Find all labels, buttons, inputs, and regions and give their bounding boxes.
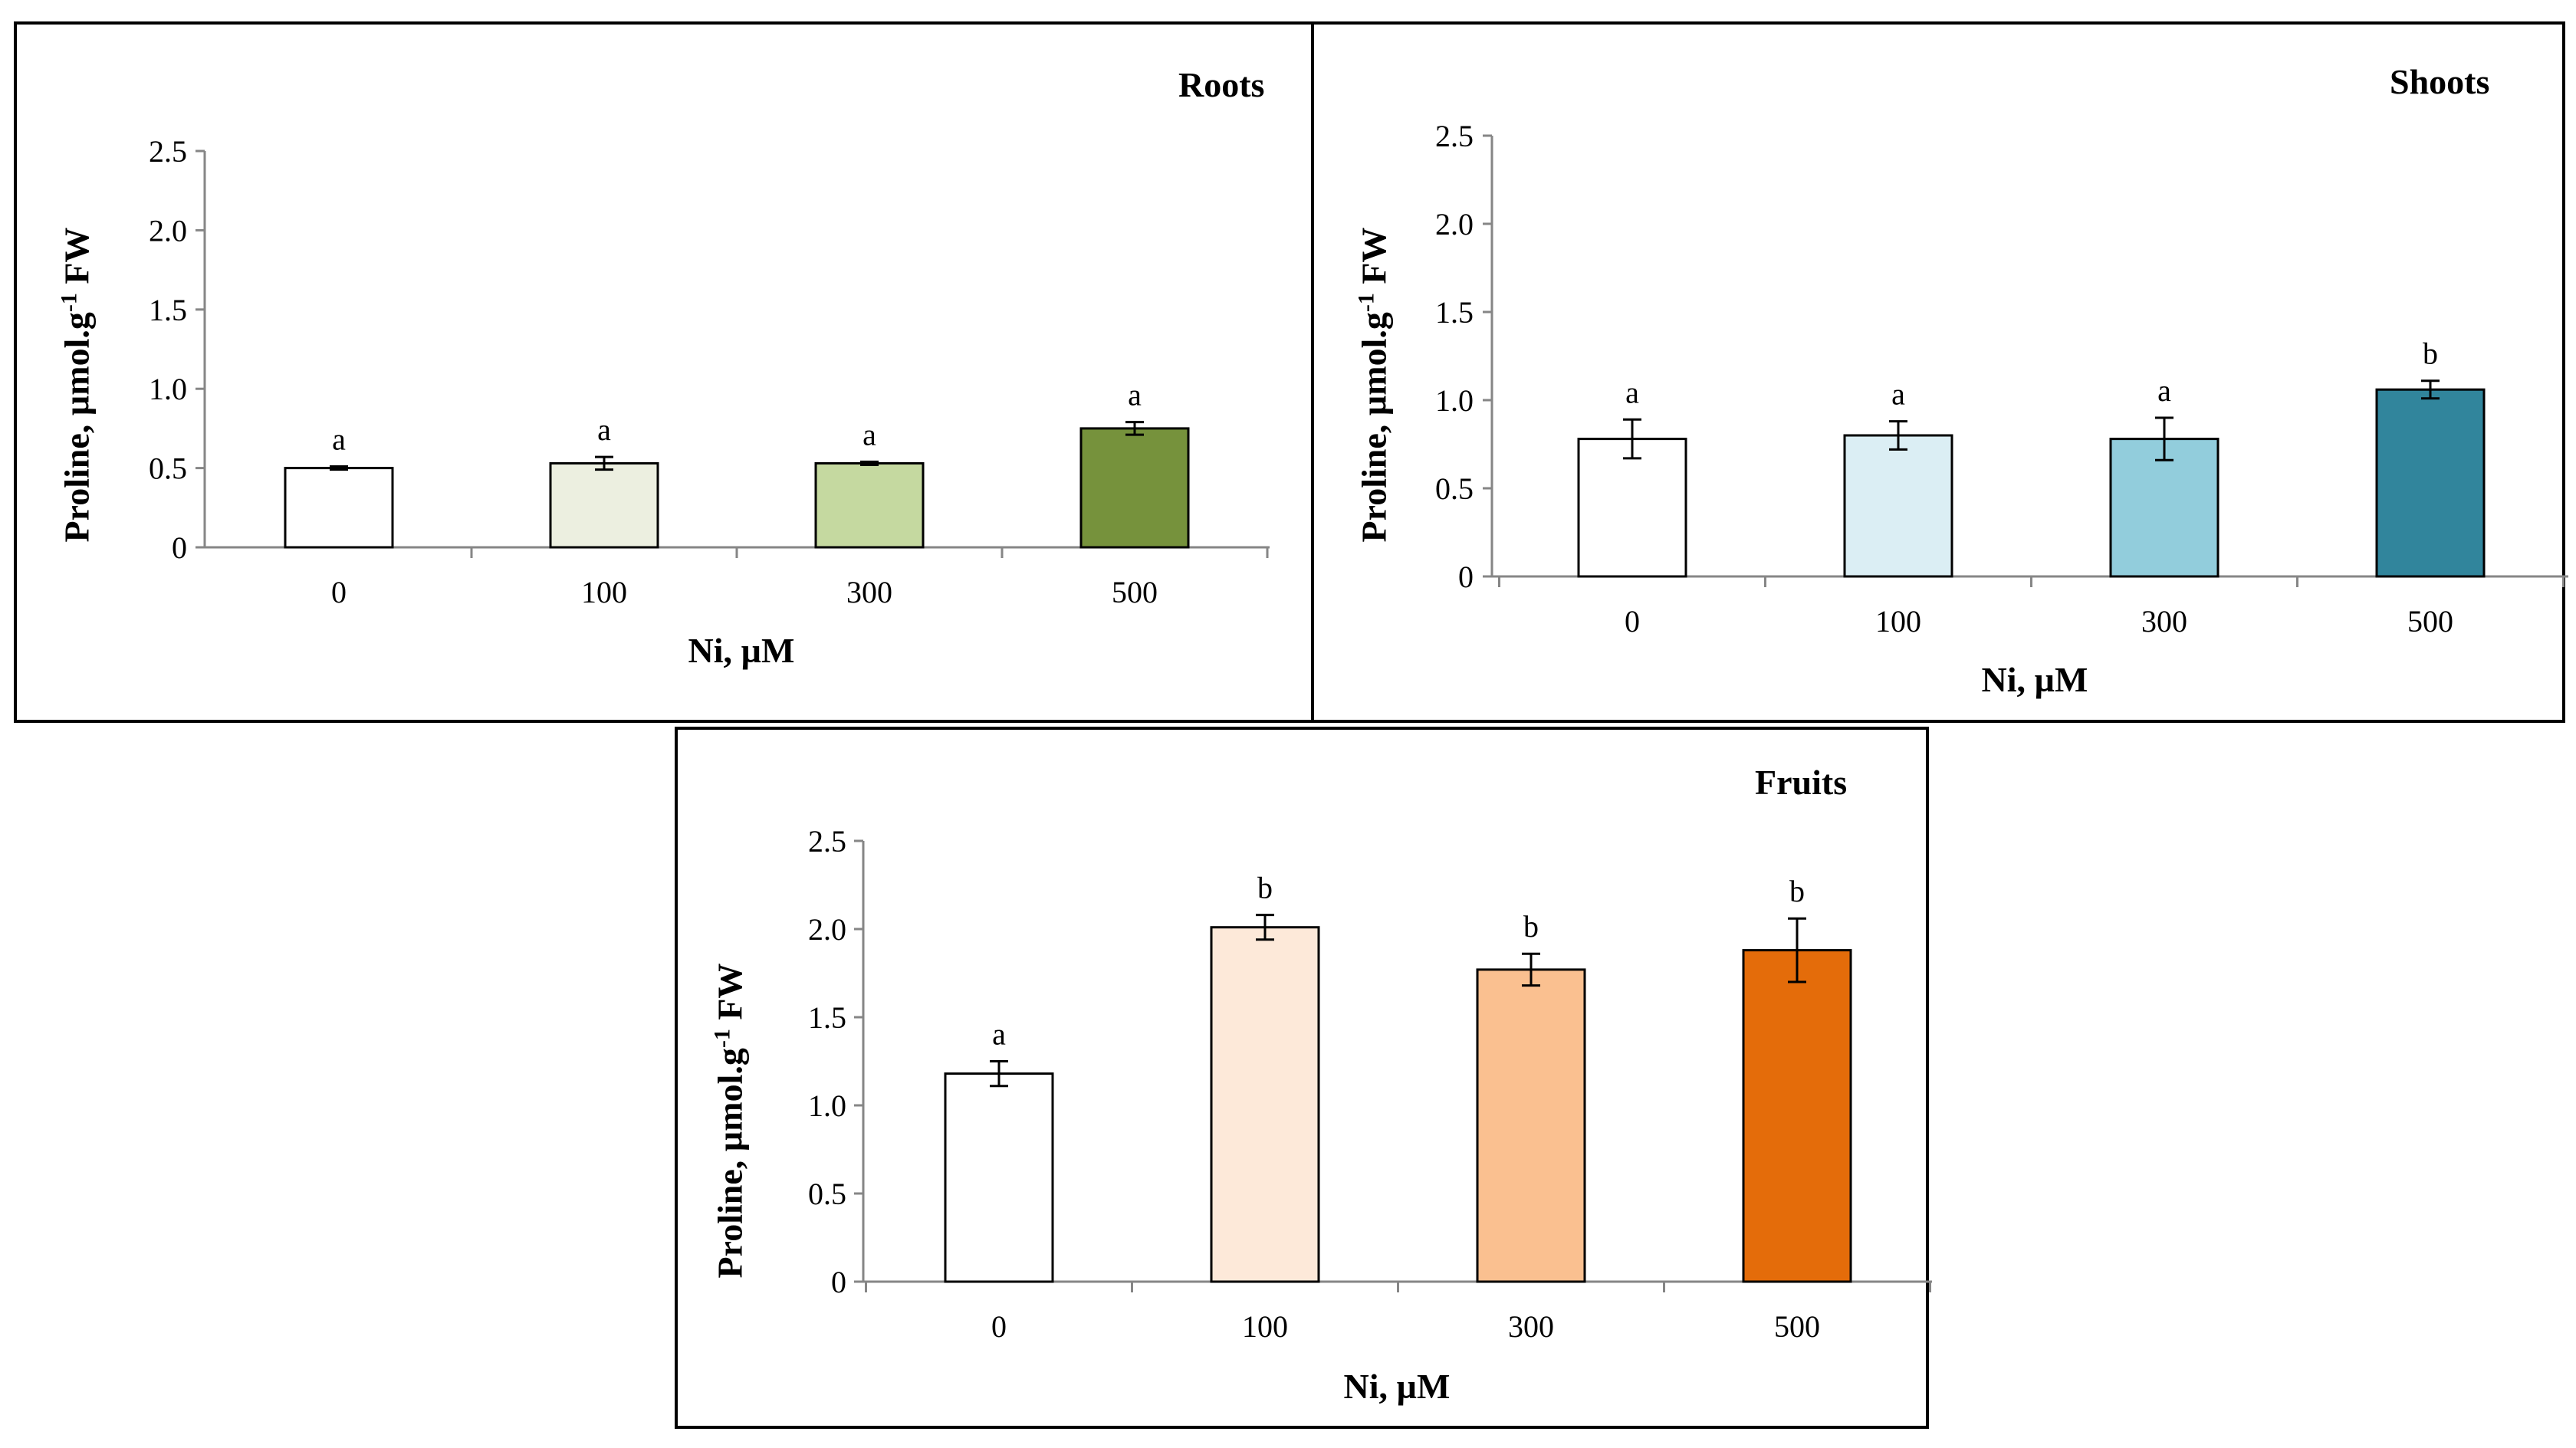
x-axis-label: Ni, µM: [688, 631, 795, 670]
significance-letter: b: [1257, 871, 1273, 905]
chart-title: Roots: [1178, 65, 1265, 104]
bar: [2375, 388, 2486, 578]
panel-fruits: 0 0.5 1.0 1.5 2.0 2.5 a 0 b 100 b 300 b 500 Fruits Ni…: [675, 727, 1932, 1429]
y-tick-label: 0: [1458, 560, 1474, 594]
x-tick-label: 0: [1625, 604, 1640, 639]
y-axis-label: Proline, µmol.g-1 FW: [709, 963, 750, 1279]
x-tick-label: 300: [846, 575, 892, 609]
significance-letter: b: [1789, 874, 1805, 908]
y-tick-label: 0.5: [808, 1177, 846, 1211]
bar: [1843, 434, 1953, 578]
x-tick-label: 300: [1508, 1309, 1554, 1344]
bar: [1210, 926, 1320, 1283]
x-tick-label: 100: [581, 575, 627, 609]
x-tick-label: 500: [1112, 575, 1158, 609]
significance-letter: a: [1625, 375, 1639, 409]
x-tick-label: 100: [1242, 1309, 1288, 1344]
y-tick-label: 0.5: [149, 451, 187, 486]
significance-letter: a: [1128, 378, 1142, 412]
y-tick-label: 1.5: [149, 293, 187, 327]
significance-letter: b: [2423, 337, 2438, 371]
y-tick-label: 2.0: [149, 213, 187, 248]
y-tick-label: 0: [831, 1265, 846, 1299]
bar: [1079, 427, 1190, 549]
y-tick-label: 1.5: [1435, 295, 1474, 330]
y-tick-label: 1.0: [808, 1088, 846, 1123]
significance-letter: a: [332, 422, 346, 457]
x-tick-label: 0: [991, 1309, 1007, 1344]
bar: [814, 461, 925, 549]
x-tick-label: 300: [2141, 604, 2187, 639]
chart-title: Fruits: [1755, 763, 1848, 802]
y-tick-label: 2.5: [1435, 119, 1474, 153]
x-tick-label: 0: [331, 575, 347, 609]
significance-letter: a: [992, 1017, 1006, 1052]
x-axis-label: Ni, µM: [1343, 1367, 1451, 1406]
significance-letter: a: [2157, 373, 2171, 408]
y-axis-label: Proline, µmol.g-1 FW: [56, 227, 97, 543]
y-axis-label: Proline, µmol.g-1 FW: [1353, 227, 1394, 543]
bar: [1577, 438, 1687, 578]
significance-letter: b: [1523, 909, 1539, 944]
x-tick-label: 500: [2407, 604, 2453, 639]
x-axis-label: Ni, µM: [1981, 660, 2088, 699]
significance-letter: a: [1891, 377, 1905, 412]
bar: [1742, 949, 1852, 1283]
chart-fruits: 0 0.5 1.0 1.5 2.0 2.5 a 0 b 100 b 300 b 500: [808, 824, 1932, 1344]
bar: [549, 461, 659, 549]
significance-letter: a: [863, 417, 876, 451]
panel-shoots: 0 0.5 1.0 1.5 2.0 2.5 a 0 a 100 a 300 b 500 Shoots Ni…: [1311, 21, 2568, 723]
y-tick-label: 2.5: [808, 824, 846, 859]
chart-title: Shoots: [2390, 62, 2490, 101]
x-tick-label: 500: [1774, 1309, 1820, 1344]
bar: [944, 1072, 1054, 1283]
y-tick-label: 1.5: [808, 1000, 846, 1035]
bar: [284, 467, 394, 549]
y-tick-label: 1.0: [149, 372, 187, 406]
y-tick-label: 0: [172, 530, 187, 565]
y-tick-label: 2.0: [808, 912, 846, 947]
y-tick-label: 2.0: [1435, 207, 1474, 241]
chart-shoots: 0 0.5 1.0 1.5 2.0 2.5 a 0 a 100 a 300 b 500: [1435, 119, 2568, 639]
x-tick-label: 100: [1875, 604, 1921, 639]
chart-roots: 0 0.5 1.0 1.5 2.0 2.5 a 0 a 100 a 300 a 500: [149, 134, 1270, 609]
significance-letter: a: [597, 412, 611, 447]
bar: [1476, 968, 1586, 1283]
panel-roots: 0 0.5 1.0 1.5 2.0 2.5 a 0 a 100 a 300 a 500 Roots Ni,…: [14, 21, 1317, 723]
y-tick-label: 1.0: [1435, 383, 1474, 418]
y-tick-label: 2.5: [149, 134, 187, 169]
y-tick-label: 0.5: [1435, 471, 1474, 506]
